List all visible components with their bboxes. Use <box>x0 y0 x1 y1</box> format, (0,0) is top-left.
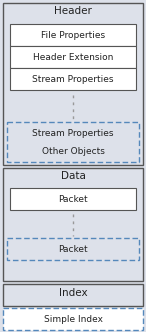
Text: Stream Properties: Stream Properties <box>32 128 114 137</box>
Text: Stream Properties: Stream Properties <box>32 74 114 84</box>
Text: Data: Data <box>61 171 85 181</box>
Text: Other Objects: Other Objects <box>42 146 104 155</box>
Text: File Properties: File Properties <box>41 31 105 40</box>
Bar <box>7 122 139 162</box>
Text: Header: Header <box>54 6 92 16</box>
Bar <box>10 24 136 46</box>
Bar <box>7 238 139 260</box>
Bar <box>10 46 136 68</box>
Text: Packet: Packet <box>58 195 88 204</box>
Bar <box>3 3 143 165</box>
Bar <box>3 284 143 306</box>
Text: Packet: Packet <box>58 244 88 254</box>
Text: Simple Index: Simple Index <box>44 314 102 323</box>
Bar <box>3 168 143 281</box>
Bar <box>3 308 143 330</box>
Text: Header Extension: Header Extension <box>33 52 113 61</box>
Bar <box>10 188 136 210</box>
Bar <box>10 68 136 90</box>
Text: Index: Index <box>59 288 87 298</box>
